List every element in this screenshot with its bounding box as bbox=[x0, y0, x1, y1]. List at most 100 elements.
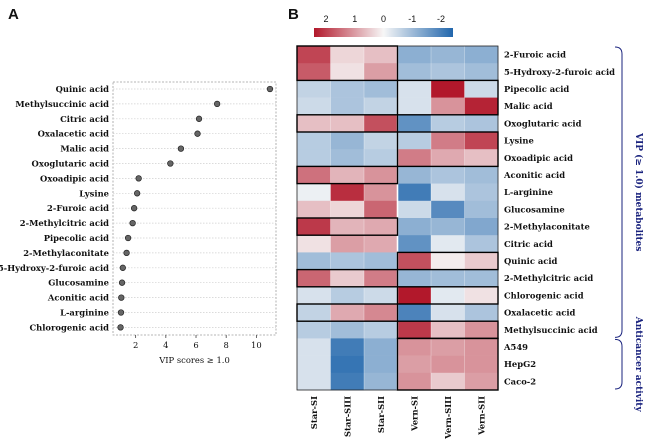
vip-point bbox=[117, 324, 124, 331]
row-label: Lysine bbox=[504, 136, 534, 146]
heatmap-cell bbox=[364, 200, 398, 219]
heatmap-cell bbox=[431, 269, 465, 288]
row-label: 2-Methylaconitate bbox=[504, 222, 590, 232]
heatmap-cell bbox=[364, 166, 398, 184]
heatmap-cell bbox=[431, 321, 465, 339]
highlight-box bbox=[296, 45, 399, 82]
row-label: Aconitic acid bbox=[503, 170, 565, 180]
heatmap-cell bbox=[330, 46, 365, 64]
heatmap-cell bbox=[431, 218, 465, 236]
heatmap-cell bbox=[330, 372, 365, 391]
heatmap-cell bbox=[464, 183, 499, 202]
heatmap-cell bbox=[364, 218, 398, 236]
heatmap-cell bbox=[297, 252, 331, 270]
heatmap-cell bbox=[431, 97, 465, 116]
colorbar-tick: 1 bbox=[352, 14, 357, 24]
vip-point bbox=[213, 100, 221, 108]
heatmap-cell bbox=[364, 321, 398, 339]
vip-point bbox=[177, 145, 185, 152]
heatmap-cell bbox=[431, 338, 465, 356]
heatmap-cell bbox=[330, 149, 365, 167]
heatmap-cell bbox=[431, 200, 465, 219]
highlight-box bbox=[296, 217, 399, 236]
category-label: Methylsuccinic acid bbox=[15, 99, 109, 109]
heatmap-cell bbox=[397, 355, 432, 374]
vip-point bbox=[167, 160, 174, 167]
highlight-box bbox=[396, 79, 499, 116]
heatmap-cell bbox=[330, 200, 365, 219]
heatmap-cell bbox=[431, 355, 465, 374]
vip-point bbox=[135, 175, 142, 182]
heatmap-cell bbox=[364, 372, 398, 391]
heatmap-cell bbox=[330, 132, 365, 150]
column-label: Vern-SIII bbox=[443, 396, 453, 440]
category-label: L-arginine bbox=[60, 308, 109, 318]
heatmap-cell bbox=[397, 218, 432, 236]
heatmap-cell bbox=[397, 321, 432, 339]
heatmap: 2-Furoic acid 5-Hydroxy-2-furoic acid Pipe… bbox=[296, 14, 644, 440]
category-label: 2-Methylaconitate bbox=[23, 248, 109, 258]
category-label: Malic acid bbox=[60, 144, 109, 154]
heatmap-cell bbox=[297, 149, 331, 167]
heatmap-cell bbox=[297, 200, 331, 219]
row-label: L-arginine bbox=[504, 187, 553, 197]
vip-point bbox=[130, 205, 138, 212]
heatmap-cell bbox=[397, 46, 432, 64]
heatmap-cell bbox=[297, 269, 331, 288]
heatmap-cell bbox=[431, 286, 465, 305]
heatmap-cell bbox=[464, 235, 499, 253]
heatmap-cell bbox=[464, 338, 499, 356]
panel-b-label: B bbox=[288, 6, 299, 23]
heatmap-cell bbox=[297, 46, 331, 64]
group-label: Anticancer activity bbox=[633, 316, 643, 413]
highlight-box bbox=[396, 286, 499, 305]
heatmap-cell bbox=[431, 235, 465, 253]
heatmap-cell bbox=[330, 63, 365, 81]
heatmap-cell bbox=[397, 166, 432, 184]
row-label: Glucosamine bbox=[504, 204, 565, 214]
heatmap-cell bbox=[297, 80, 331, 98]
vip-point bbox=[129, 219, 136, 227]
vip-point bbox=[124, 234, 132, 242]
heatmap-cell bbox=[464, 355, 499, 374]
heatmap-cell bbox=[364, 46, 398, 64]
heatmap-cell bbox=[431, 372, 465, 391]
heatmap-cell bbox=[464, 166, 499, 184]
category-label: Glucosamine bbox=[48, 278, 109, 288]
heatmap-cell bbox=[297, 218, 331, 236]
x-axis-label: VIP scores ≥ 1.0 bbox=[158, 355, 230, 365]
category-label: Pipecolic acid bbox=[44, 233, 109, 243]
row-label: 2-Methylcitric acid bbox=[504, 273, 593, 283]
vip-point bbox=[133, 190, 141, 197]
heatmap-cell bbox=[297, 114, 331, 133]
heatmap-cell bbox=[464, 132, 499, 150]
highlight-box bbox=[396, 251, 499, 271]
panel-a-label: A bbox=[8, 6, 19, 23]
heatmap-cell bbox=[397, 114, 432, 133]
heatmap-cell bbox=[364, 304, 398, 322]
category-label: Oxoadipic acid bbox=[40, 173, 109, 183]
heatmap-cell bbox=[364, 235, 398, 253]
category-label: 5-Hydroxy-2-furoic acid bbox=[0, 263, 109, 273]
colorbar bbox=[314, 28, 453, 37]
heatmap-cell bbox=[397, 269, 432, 288]
heatmap-cell bbox=[364, 63, 398, 81]
row-label: 2-Furoic acid bbox=[504, 50, 566, 60]
heatmap-cell bbox=[464, 304, 499, 322]
heatmap-cell bbox=[397, 338, 432, 356]
heatmap-cell bbox=[330, 166, 365, 184]
heatmap-cell bbox=[464, 269, 499, 288]
heatmap-cell bbox=[364, 132, 398, 150]
heatmap-cell bbox=[297, 183, 331, 202]
heatmap-cell bbox=[397, 200, 432, 219]
heatmap-cell bbox=[364, 269, 398, 288]
colorbar-tick: -2 bbox=[437, 14, 445, 24]
row-label: Methylsuccinic acid bbox=[504, 325, 598, 335]
heatmap-cell bbox=[431, 132, 465, 150]
vip-point bbox=[118, 294, 125, 301]
heatmap-cell bbox=[397, 183, 432, 202]
heatmap-cell bbox=[431, 252, 465, 270]
heatmap-cell bbox=[330, 321, 365, 339]
highlight-box bbox=[296, 303, 399, 322]
category-label: Quinic acid bbox=[56, 84, 110, 94]
